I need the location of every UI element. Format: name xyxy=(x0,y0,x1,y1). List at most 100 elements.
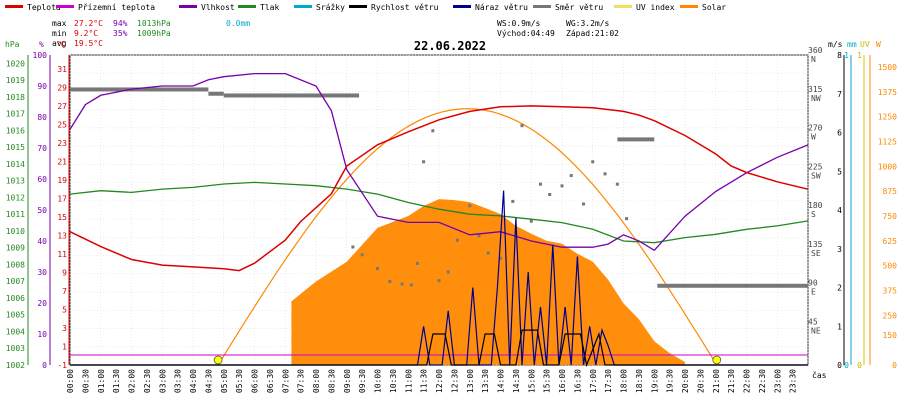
pct-tick-label: 60 xyxy=(37,175,47,184)
wind-dir-segment xyxy=(657,283,808,288)
degc-tick-label: 5 xyxy=(62,305,67,314)
mm-unit: mm xyxy=(847,40,857,49)
mm-tick-label: 1 xyxy=(844,51,849,60)
dir-tick-name: E xyxy=(811,288,816,297)
hpa-tick-label: 1010 xyxy=(6,227,25,236)
hpa-tick-label: 1015 xyxy=(6,143,25,152)
w-tick-label: 1125 xyxy=(878,137,897,146)
degc-tick-label: 15 xyxy=(57,213,67,222)
time-tick-label: 17:30 xyxy=(604,369,613,393)
wind-dir-point xyxy=(468,204,472,208)
degc-tick-label: 9 xyxy=(62,268,67,277)
w-tick-label: 1375 xyxy=(878,88,897,97)
stat-avg-label: avg xyxy=(52,39,67,48)
pct-tick-label: 90 xyxy=(37,82,47,91)
ms-tick-label: 4 xyxy=(837,206,842,215)
uv-tick-label: 1 xyxy=(857,51,862,60)
pct-tick-label: 20 xyxy=(37,299,47,308)
pressure-line xyxy=(69,181,809,244)
hpa-tick-label: 1020 xyxy=(6,59,25,68)
degc-tick-label: 23 xyxy=(57,139,67,148)
wind-dir-segment xyxy=(617,137,655,142)
time-tick-label: 16:00 xyxy=(558,369,567,393)
wind-dir-point xyxy=(560,184,564,188)
wind-dir-point xyxy=(455,238,459,242)
legend-swatch-6 xyxy=(453,5,471,8)
legend-label-2: Vlhkost xyxy=(201,3,235,12)
time-tick-label: 05:30 xyxy=(235,369,244,393)
wind-dir-segment xyxy=(70,87,209,92)
w-tick-label: 750 xyxy=(883,212,898,221)
time-tick-label: 02:30 xyxy=(143,369,152,393)
legend-label-3: Tlak xyxy=(260,3,279,12)
time-tick-label: 04:30 xyxy=(204,369,213,393)
time-tick-label: 03:30 xyxy=(174,369,183,393)
stat-avg-temp: 19.5°C xyxy=(74,39,103,48)
legend-swatch-7 xyxy=(533,5,551,8)
time-tick-label: 08:30 xyxy=(327,369,336,393)
pct-tick-label: 50 xyxy=(37,206,47,215)
wind-dir-point xyxy=(538,182,542,186)
solar-clear-sky-line xyxy=(217,108,718,366)
legend-label-6: Náraz větru xyxy=(475,3,528,12)
dir-tick-name: SE xyxy=(811,249,821,258)
wind-dir-point xyxy=(520,124,524,128)
hpa-tick-label: 1011 xyxy=(6,210,25,219)
time-tick-label: 01:00 xyxy=(97,369,106,393)
time-tick-label: 23:30 xyxy=(789,369,798,393)
legend-label-0: Teplota xyxy=(27,3,61,12)
dir-tick-name: NW xyxy=(811,94,821,103)
right-axes: 45NE90E135SE180S225SW270W315NW360N012345… xyxy=(808,46,897,370)
stat-min-humidity: 35% xyxy=(113,29,128,38)
time-tick-label: 09:30 xyxy=(358,369,367,393)
time-tick-label: 15:30 xyxy=(543,369,552,393)
time-tick-label: 15:00 xyxy=(527,369,536,393)
hpa-tick-label: 1002 xyxy=(6,361,25,370)
dir-tick-deg: 360 xyxy=(808,46,823,55)
wind-dir-segment xyxy=(208,91,224,96)
wind-dir-point xyxy=(415,261,419,265)
pct-unit: % xyxy=(39,40,44,49)
dir-tick-deg: 135 xyxy=(808,240,823,249)
ms-tick-label: 8 xyxy=(837,51,842,60)
solar-area xyxy=(291,199,685,365)
pct-tick-label: 30 xyxy=(37,268,47,277)
dir-tick-deg: 270 xyxy=(808,124,823,133)
time-tick-label: 18:30 xyxy=(635,369,644,393)
degc-tick-label: 29 xyxy=(57,83,67,92)
hpa-tick-label: 1007 xyxy=(6,277,25,286)
hpa-tick-label: 1019 xyxy=(6,76,25,85)
legend-swatch-4 xyxy=(294,5,312,8)
sunrise-time: Východ:04:49 xyxy=(497,29,555,38)
stat-rain: 0.0mm xyxy=(226,19,250,28)
time-tick-label: 10:30 xyxy=(389,369,398,393)
pct-tick-label: 100 xyxy=(33,51,48,60)
w-tick-label: 625 xyxy=(883,237,898,246)
time-tick-label: 06:30 xyxy=(266,369,275,393)
time-tick-label: 18:00 xyxy=(620,369,629,393)
time-tick-label: 11:30 xyxy=(420,369,429,393)
time-tick-label: 06:00 xyxy=(251,369,260,393)
dir-tick-deg: 90 xyxy=(808,279,818,288)
stat-max-temp: 27.2°C xyxy=(74,19,103,28)
time-tick-label: 00:00 xyxy=(66,369,75,393)
hpa-tick-label: 1017 xyxy=(6,110,25,119)
hpa-tick-label: 1005 xyxy=(6,311,25,320)
time-tick-label: 02:00 xyxy=(128,369,137,393)
pct-tick-label: 80 xyxy=(37,113,47,122)
degc-tick-label: 17 xyxy=(57,194,67,203)
wind-dir-point xyxy=(486,251,490,255)
stat-min-pressure: 1009hPa xyxy=(137,29,171,38)
legend-swatch-0 xyxy=(5,5,23,8)
wind-dir-point xyxy=(499,256,502,260)
hpa-tick-label: 1018 xyxy=(6,93,25,102)
degc-unit: °C xyxy=(56,40,66,49)
ms-tick-label: 6 xyxy=(837,129,842,138)
sunset-time: Západ:21:02 xyxy=(566,29,619,38)
legend-label-7: Směr větru xyxy=(555,3,603,12)
dir-tick-name: W xyxy=(811,133,816,142)
wind-dir-point xyxy=(569,174,573,178)
dir-tick-deg: 225 xyxy=(808,162,823,171)
hpa-tick-label: 1003 xyxy=(6,344,25,353)
